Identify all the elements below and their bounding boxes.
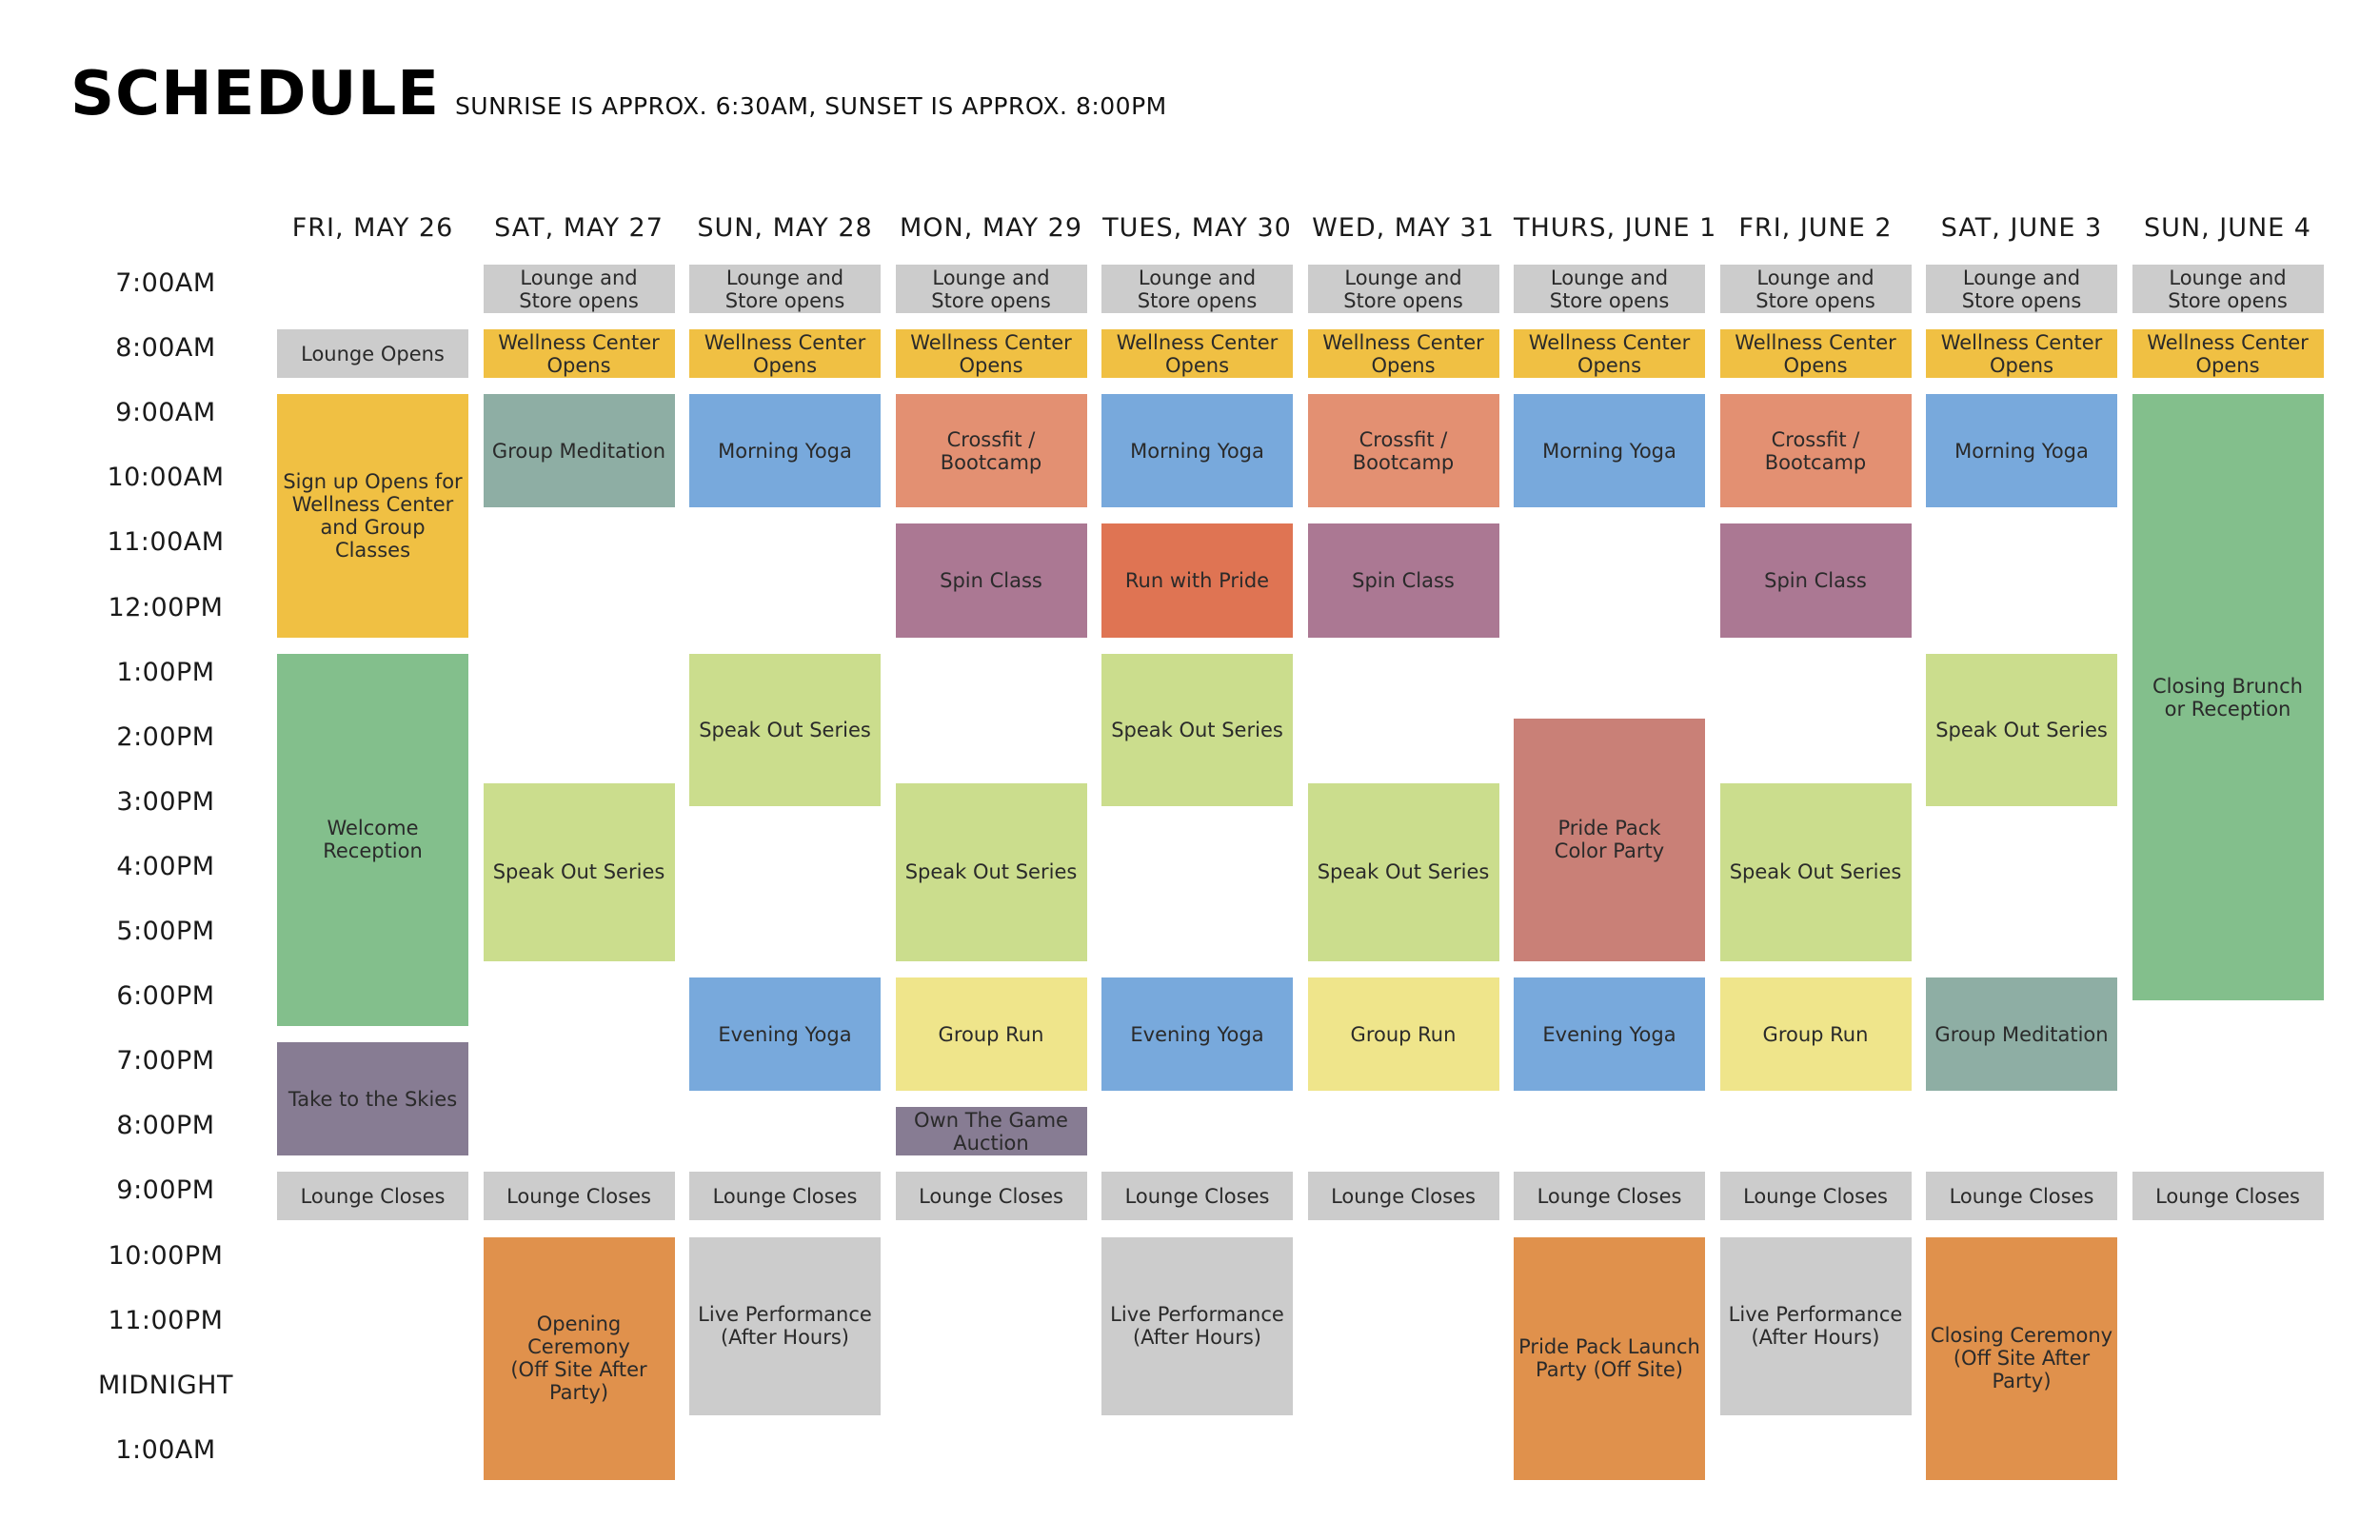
event-block[interactable]: Wellness Center Opens bbox=[689, 329, 881, 379]
day-header: SAT, JUNE 3 bbox=[1940, 213, 2103, 243]
event-block[interactable]: Wellness Center Opens bbox=[1514, 329, 1705, 379]
time-label: 3:00PM bbox=[116, 786, 215, 817]
event-block[interactable]: Evening Yoga bbox=[1514, 977, 1705, 1092]
event-block[interactable]: Lounge Opens bbox=[277, 329, 468, 379]
event-block[interactable]: Lounge Closes bbox=[1926, 1172, 2117, 1221]
event-block[interactable]: Morning Yoga bbox=[1101, 394, 1293, 508]
time-label: 11:00AM bbox=[107, 527, 225, 558]
event-block[interactable]: Lounge and Store opens bbox=[1514, 265, 1705, 314]
event-block[interactable]: Lounge and Store opens bbox=[483, 265, 675, 314]
time-label: 7:00PM bbox=[116, 1046, 215, 1076]
time-label: 6:00PM bbox=[116, 981, 215, 1012]
event-block[interactable]: Spin Class bbox=[895, 523, 1087, 638]
time-label: 8:00AM bbox=[115, 333, 216, 364]
event-block[interactable]: Speak Out Series bbox=[895, 782, 1087, 962]
time-label: 9:00PM bbox=[116, 1175, 215, 1206]
time-label: 5:00PM bbox=[116, 917, 215, 946]
event-block[interactable]: Morning Yoga bbox=[689, 394, 881, 508]
event-block[interactable]: Spin Class bbox=[1307, 523, 1499, 638]
event-block[interactable]: Speak Out Series bbox=[1101, 653, 1293, 806]
event-block[interactable]: Group Run bbox=[1719, 977, 1912, 1092]
day-header: TUES, MAY 30 bbox=[1102, 213, 1292, 243]
event-block[interactable]: Wellness Center Opens bbox=[1101, 329, 1293, 379]
event-block[interactable]: Crossfit / Bootcamp bbox=[1719, 394, 1912, 508]
page-subtitle: SUNRISE IS APPROX. 6:30AM, SUNSET IS APP… bbox=[454, 92, 1167, 120]
event-block[interactable]: Speak Out Series bbox=[1926, 653, 2117, 806]
day-header: SUN, JUNE 4 bbox=[2143, 213, 2311, 243]
day-header: FRI, JUNE 2 bbox=[1738, 213, 1893, 243]
event-block[interactable]: Own The Game Auction bbox=[895, 1107, 1087, 1156]
time-label: 8:00PM bbox=[116, 1111, 215, 1141]
event-block[interactable]: Lounge and Store opens bbox=[895, 265, 1087, 314]
event-block[interactable]: Speak Out Series bbox=[689, 653, 881, 806]
event-block[interactable]: Lounge Closes bbox=[1719, 1172, 1912, 1221]
event-block[interactable]: Lounge Closes bbox=[895, 1172, 1087, 1221]
time-label: 10:00PM bbox=[108, 1240, 224, 1271]
event-block[interactable]: Speak Out Series bbox=[483, 782, 675, 962]
event-block[interactable]: Lounge Closes bbox=[1307, 1172, 1499, 1221]
event-block[interactable]: Closing Ceremony (Off Site After Party) bbox=[1926, 1236, 2117, 1480]
event-block[interactable]: Crossfit / Bootcamp bbox=[1307, 394, 1499, 508]
event-block[interactable]: Live Performance (After Hours) bbox=[689, 1236, 881, 1415]
time-label: 11:00PM bbox=[108, 1305, 224, 1335]
event-block[interactable]: Lounge and Store opens bbox=[1101, 265, 1293, 314]
event-block[interactable]: Lounge Closes bbox=[1514, 1172, 1705, 1221]
event-block[interactable]: Wellness Center Opens bbox=[895, 329, 1087, 379]
day-header: MON, MAY 29 bbox=[899, 213, 1082, 243]
time-label: 7:00AM bbox=[115, 268, 216, 298]
event-block[interactable]: Wellness Center Opens bbox=[1926, 329, 2117, 379]
time-label: 1:00PM bbox=[116, 657, 215, 687]
event-block[interactable]: Speak Out Series bbox=[1719, 782, 1912, 962]
event-block[interactable]: Group Meditation bbox=[1926, 977, 2117, 1092]
event-block[interactable]: Group Run bbox=[895, 977, 1087, 1092]
page-title: SCHEDULE bbox=[70, 59, 440, 129]
time-label: 4:00PM bbox=[116, 851, 215, 881]
event-block[interactable]: Closing Brunch or Reception bbox=[2132, 394, 2324, 1000]
event-block[interactable]: Lounge Closes bbox=[689, 1172, 881, 1221]
day-header: WED, MAY 31 bbox=[1312, 213, 1495, 243]
time-label: 1:00AM bbox=[115, 1434, 216, 1465]
event-block[interactable]: Wellness Center Opens bbox=[2132, 329, 2324, 379]
event-block[interactable]: Morning Yoga bbox=[1926, 394, 2117, 508]
event-block[interactable]: Live Performance (After Hours) bbox=[1101, 1236, 1293, 1415]
event-block[interactable]: Speak Out Series bbox=[1307, 782, 1499, 962]
time-label: 12:00PM bbox=[108, 592, 224, 622]
event-block[interactable]: Wellness Center Opens bbox=[483, 329, 675, 379]
event-block[interactable]: Lounge Closes bbox=[1101, 1172, 1293, 1221]
schedule-header: SCHEDULE SUNRISE IS APPROX. 6:30AM, SUNS… bbox=[70, 59, 1167, 129]
day-header: THURS, JUNE 1 bbox=[1514, 213, 1717, 243]
event-block[interactable]: Lounge and Store opens bbox=[689, 265, 881, 314]
event-block[interactable]: Crossfit / Bootcamp bbox=[895, 394, 1087, 508]
event-block[interactable]: Lounge and Store opens bbox=[2132, 265, 2324, 314]
event-block[interactable]: Morning Yoga bbox=[1514, 394, 1705, 508]
event-block[interactable]: Run with Pride bbox=[1101, 523, 1293, 638]
event-block[interactable]: Pride Pack Launch Party (Off Site) bbox=[1514, 1236, 1705, 1480]
time-label: 2:00PM bbox=[116, 721, 215, 752]
event-block[interactable]: Take to the Skies bbox=[277, 1042, 468, 1156]
event-block[interactable]: Group Meditation bbox=[483, 394, 675, 508]
event-block[interactable]: Evening Yoga bbox=[689, 977, 881, 1092]
time-label: 10:00AM bbox=[107, 463, 225, 493]
event-block[interactable]: Lounge Closes bbox=[277, 1172, 468, 1221]
event-block[interactable]: Spin Class bbox=[1719, 523, 1912, 638]
event-block[interactable]: Lounge and Store opens bbox=[1719, 265, 1912, 314]
event-block[interactable]: Opening Ceremony (Off Site After Party) bbox=[483, 1236, 675, 1480]
event-block[interactable]: Wellness Center Opens bbox=[1307, 329, 1499, 379]
event-block[interactable]: Group Run bbox=[1307, 977, 1499, 1092]
event-block[interactable]: Lounge and Store opens bbox=[1926, 265, 2117, 314]
event-block[interactable]: Pride Pack Color Party bbox=[1514, 718, 1705, 962]
day-header: SAT, MAY 27 bbox=[494, 213, 664, 243]
event-block[interactable]: Lounge Closes bbox=[2132, 1172, 2324, 1221]
event-block[interactable]: Evening Yoga bbox=[1101, 977, 1293, 1092]
event-block[interactable]: Wellness Center Opens bbox=[1719, 329, 1912, 379]
event-block[interactable]: Welcome Reception bbox=[277, 653, 468, 1027]
time-label: 9:00AM bbox=[115, 398, 216, 428]
event-block[interactable]: Live Performance (After Hours) bbox=[1719, 1236, 1912, 1415]
event-block[interactable]: Lounge and Store opens bbox=[1307, 265, 1499, 314]
event-block[interactable]: Sign up Opens for Wellness Center and Gr… bbox=[277, 394, 468, 638]
day-header: FRI, MAY 26 bbox=[291, 213, 454, 243]
time-label: MIDNIGHT bbox=[98, 1370, 233, 1400]
event-block[interactable]: Lounge Closes bbox=[483, 1172, 675, 1221]
day-header: SUN, MAY 28 bbox=[697, 213, 873, 243]
